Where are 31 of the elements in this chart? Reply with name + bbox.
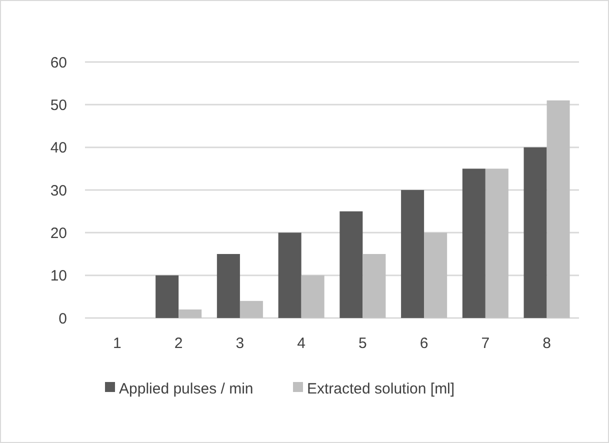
x-tick-label: 3 <box>236 335 244 352</box>
x-tick-label: 2 <box>174 335 183 352</box>
bar <box>546 100 570 318</box>
y-tick-label: 50 <box>50 96 67 114</box>
bar <box>524 147 547 318</box>
x-tick-label: 4 <box>297 335 306 352</box>
bar <box>278 232 302 318</box>
bar <box>462 168 486 318</box>
y-tick-label: 10 <box>50 268 67 285</box>
bar <box>401 190 424 318</box>
bar <box>301 275 324 318</box>
x-tick-label: 6 <box>420 335 428 352</box>
bar <box>178 309 202 318</box>
bar <box>240 300 263 318</box>
y-tick-label: 0 <box>58 310 67 328</box>
bar <box>156 275 179 318</box>
legend-label: Applied pulses / min <box>119 380 254 398</box>
x-tick-label: 5 <box>358 335 367 352</box>
bar <box>216 254 240 318</box>
bar <box>362 254 386 318</box>
y-tick-label: 40 <box>50 140 67 157</box>
y-tick-label: 60 <box>50 54 67 72</box>
x-tick-label: 1 <box>113 335 122 352</box>
bar <box>424 232 448 318</box>
legend-label: Extracted solution [ml] <box>307 380 455 398</box>
y-tick-label: 20 <box>50 224 67 242</box>
bar <box>485 168 508 318</box>
bar <box>340 211 363 318</box>
y-tick-label: 30 <box>50 182 67 200</box>
x-tick-label: 7 <box>481 335 490 352</box>
x-tick-label: 8 <box>542 335 551 352</box>
